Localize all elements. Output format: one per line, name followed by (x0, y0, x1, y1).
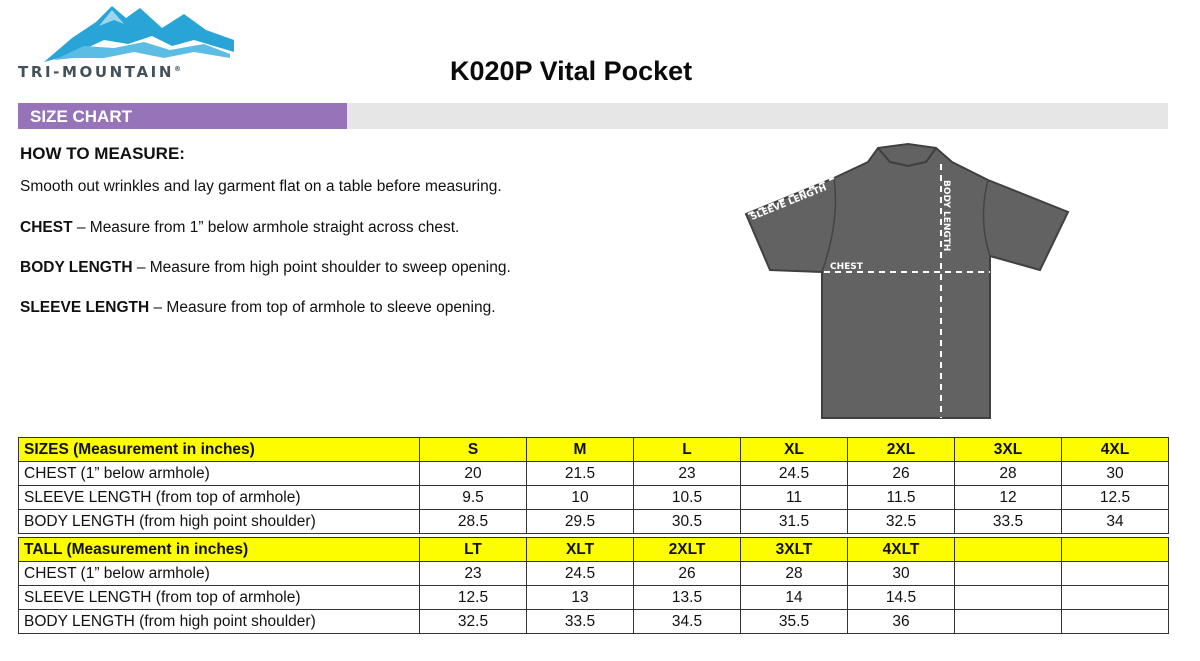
table-cell (954, 609, 1062, 634)
term: CHEST (20, 219, 73, 236)
table-cell: 9.5 (419, 485, 527, 510)
table-cell: 28 (954, 461, 1062, 486)
table-cell (954, 561, 1062, 586)
sleeve-length-instruction: SLEEVE LENGTH – Measure from top of armh… (20, 299, 496, 317)
table-cell: 35.5 (740, 609, 848, 634)
row-label: BODY LENGTH (from high point shoulder) (18, 609, 420, 634)
table-cell: 29.5 (526, 509, 634, 534)
table-header-row: SIZES (Measurement in inches) S M L XL 2… (18, 437, 1169, 462)
table-cell: 13.5 (633, 585, 741, 610)
row-label: BODY LENGTH (from high point shoulder) (18, 509, 420, 534)
table-cell: 26 (847, 461, 955, 486)
table-cell: 14 (740, 585, 848, 610)
table-cell: 12.5 (419, 585, 527, 610)
row-label: CHEST (1” below armhole) (18, 461, 420, 486)
table-row: CHEST (1” below armhole) 23 24.5 26 28 3… (18, 561, 1169, 586)
header-cell (1061, 537, 1169, 562)
sizes-table: SIZES (Measurement in inches) S M L XL 2… (18, 437, 1169, 534)
tall-sizes-table: TALL (Measurement in inches) LT XLT 2XLT… (18, 537, 1169, 634)
table-cell: 28.5 (419, 509, 527, 534)
sleeve-length-line (747, 177, 835, 215)
header-cell: 3XLT (740, 537, 848, 562)
table-cell: 24.5 (740, 461, 848, 486)
table-row: SLEEVE LENGTH (from top of armhole) 9.5 … (18, 485, 1169, 510)
header-cell: 3XL (954, 437, 1062, 462)
table-row: BODY LENGTH (from high point shoulder) 2… (18, 509, 1169, 534)
table-cell: 20 (419, 461, 527, 486)
table-row: SLEEVE LENGTH (from top of armhole) 12.5… (18, 585, 1169, 610)
instruction-text: – Measure from high point shoulder to sw… (132, 259, 511, 276)
table-cell: 32.5 (419, 609, 527, 634)
table-row: CHEST (1” below armhole) 20 21.5 23 24.5… (18, 461, 1169, 486)
header-cell: 2XLT (633, 537, 741, 562)
table-cell: 36 (847, 609, 955, 634)
table-cell (1061, 561, 1169, 586)
row-label: CHEST (1” below armhole) (18, 561, 420, 586)
page-title: K020P Vital Pocket (450, 56, 693, 86)
table-cell: 34.5 (633, 609, 741, 634)
instruction-text: – Measure from 1” below armhole straight… (72, 219, 460, 236)
table-cell: 23 (633, 461, 741, 486)
brand-logo: TRI-MOUNTAIN® (18, 0, 243, 82)
table-cell: 30.5 (633, 509, 741, 534)
term: SLEEVE LENGTH (20, 299, 150, 316)
term: BODY LENGTH (20, 259, 133, 276)
table-cell: 13 (526, 585, 634, 610)
body-length-label: BODY LENGTH (941, 180, 951, 251)
mountain-logo-icon (44, 6, 234, 62)
header-cell: TALL (Measurement in inches) (18, 537, 420, 562)
table-cell: 12.5 (1061, 485, 1169, 510)
table-cell (1061, 585, 1169, 610)
shirt-icon (744, 142, 1070, 419)
table-cell: 11 (740, 485, 848, 510)
header-cell: XL (740, 437, 848, 462)
table-cell: 30 (1061, 461, 1169, 486)
table-cell: 33.5 (954, 509, 1062, 534)
table-cell: 34 (1061, 509, 1169, 534)
table-cell: 10 (526, 485, 634, 510)
header-cell: M (526, 437, 634, 462)
table-cell: 11.5 (847, 485, 955, 510)
table-cell: 10.5 (633, 485, 741, 510)
chest-instruction: CHEST – Measure from 1” below armhole st… (20, 219, 459, 237)
table-cell: 26 (633, 561, 741, 586)
header-cell: XLT (526, 537, 634, 562)
row-label: SLEEVE LENGTH (from top of armhole) (18, 485, 420, 510)
header-cell: 4XL (1061, 437, 1169, 462)
shirt-diagram: SLEEVE LENGTH BODY LENGTH CHEST (744, 142, 1070, 419)
table-header-row: TALL (Measurement in inches) LT XLT 2XLT… (18, 537, 1169, 562)
header-cell: S (419, 437, 527, 462)
chest-label: CHEST (830, 262, 864, 272)
table-cell (1061, 609, 1169, 634)
header-cell: 2XL (847, 437, 955, 462)
table-cell: 14.5 (847, 585, 955, 610)
header-cell: LT (419, 537, 527, 562)
banner-label: SIZE CHART (30, 107, 132, 126)
table-cell: 33.5 (526, 609, 634, 634)
table-cell: 28 (740, 561, 848, 586)
header-cell: SIZES (Measurement in inches) (18, 437, 420, 462)
body-length-instruction: BODY LENGTH – Measure from high point sh… (20, 259, 511, 277)
header-cell: 4XLT (847, 537, 955, 562)
table-cell: 31.5 (740, 509, 848, 534)
instruction-text: – Measure from top of armhole to sleeve … (149, 299, 496, 316)
table-cell: 23 (419, 561, 527, 586)
row-label: SLEEVE LENGTH (from top of armhole) (18, 585, 420, 610)
brand-name: TRI-MOUNTAIN® (18, 63, 182, 81)
header-cell (954, 537, 1062, 562)
table-cell: 21.5 (526, 461, 634, 486)
how-to-heading: HOW TO MEASURE: (20, 144, 185, 163)
header-cell: L (633, 437, 741, 462)
table-cell: 32.5 (847, 509, 955, 534)
table-row: BODY LENGTH (from high point shoulder) 3… (18, 609, 1169, 634)
table-cell: 30 (847, 561, 955, 586)
size-chart-banner: SIZE CHART (18, 103, 1168, 129)
intro-text: Smooth out wrinkles and lay garment flat… (20, 178, 502, 195)
table-cell: 24.5 (526, 561, 634, 586)
table-cell: 12 (954, 485, 1062, 510)
table-cell (954, 585, 1062, 610)
banner-accent: SIZE CHART (18, 103, 347, 129)
